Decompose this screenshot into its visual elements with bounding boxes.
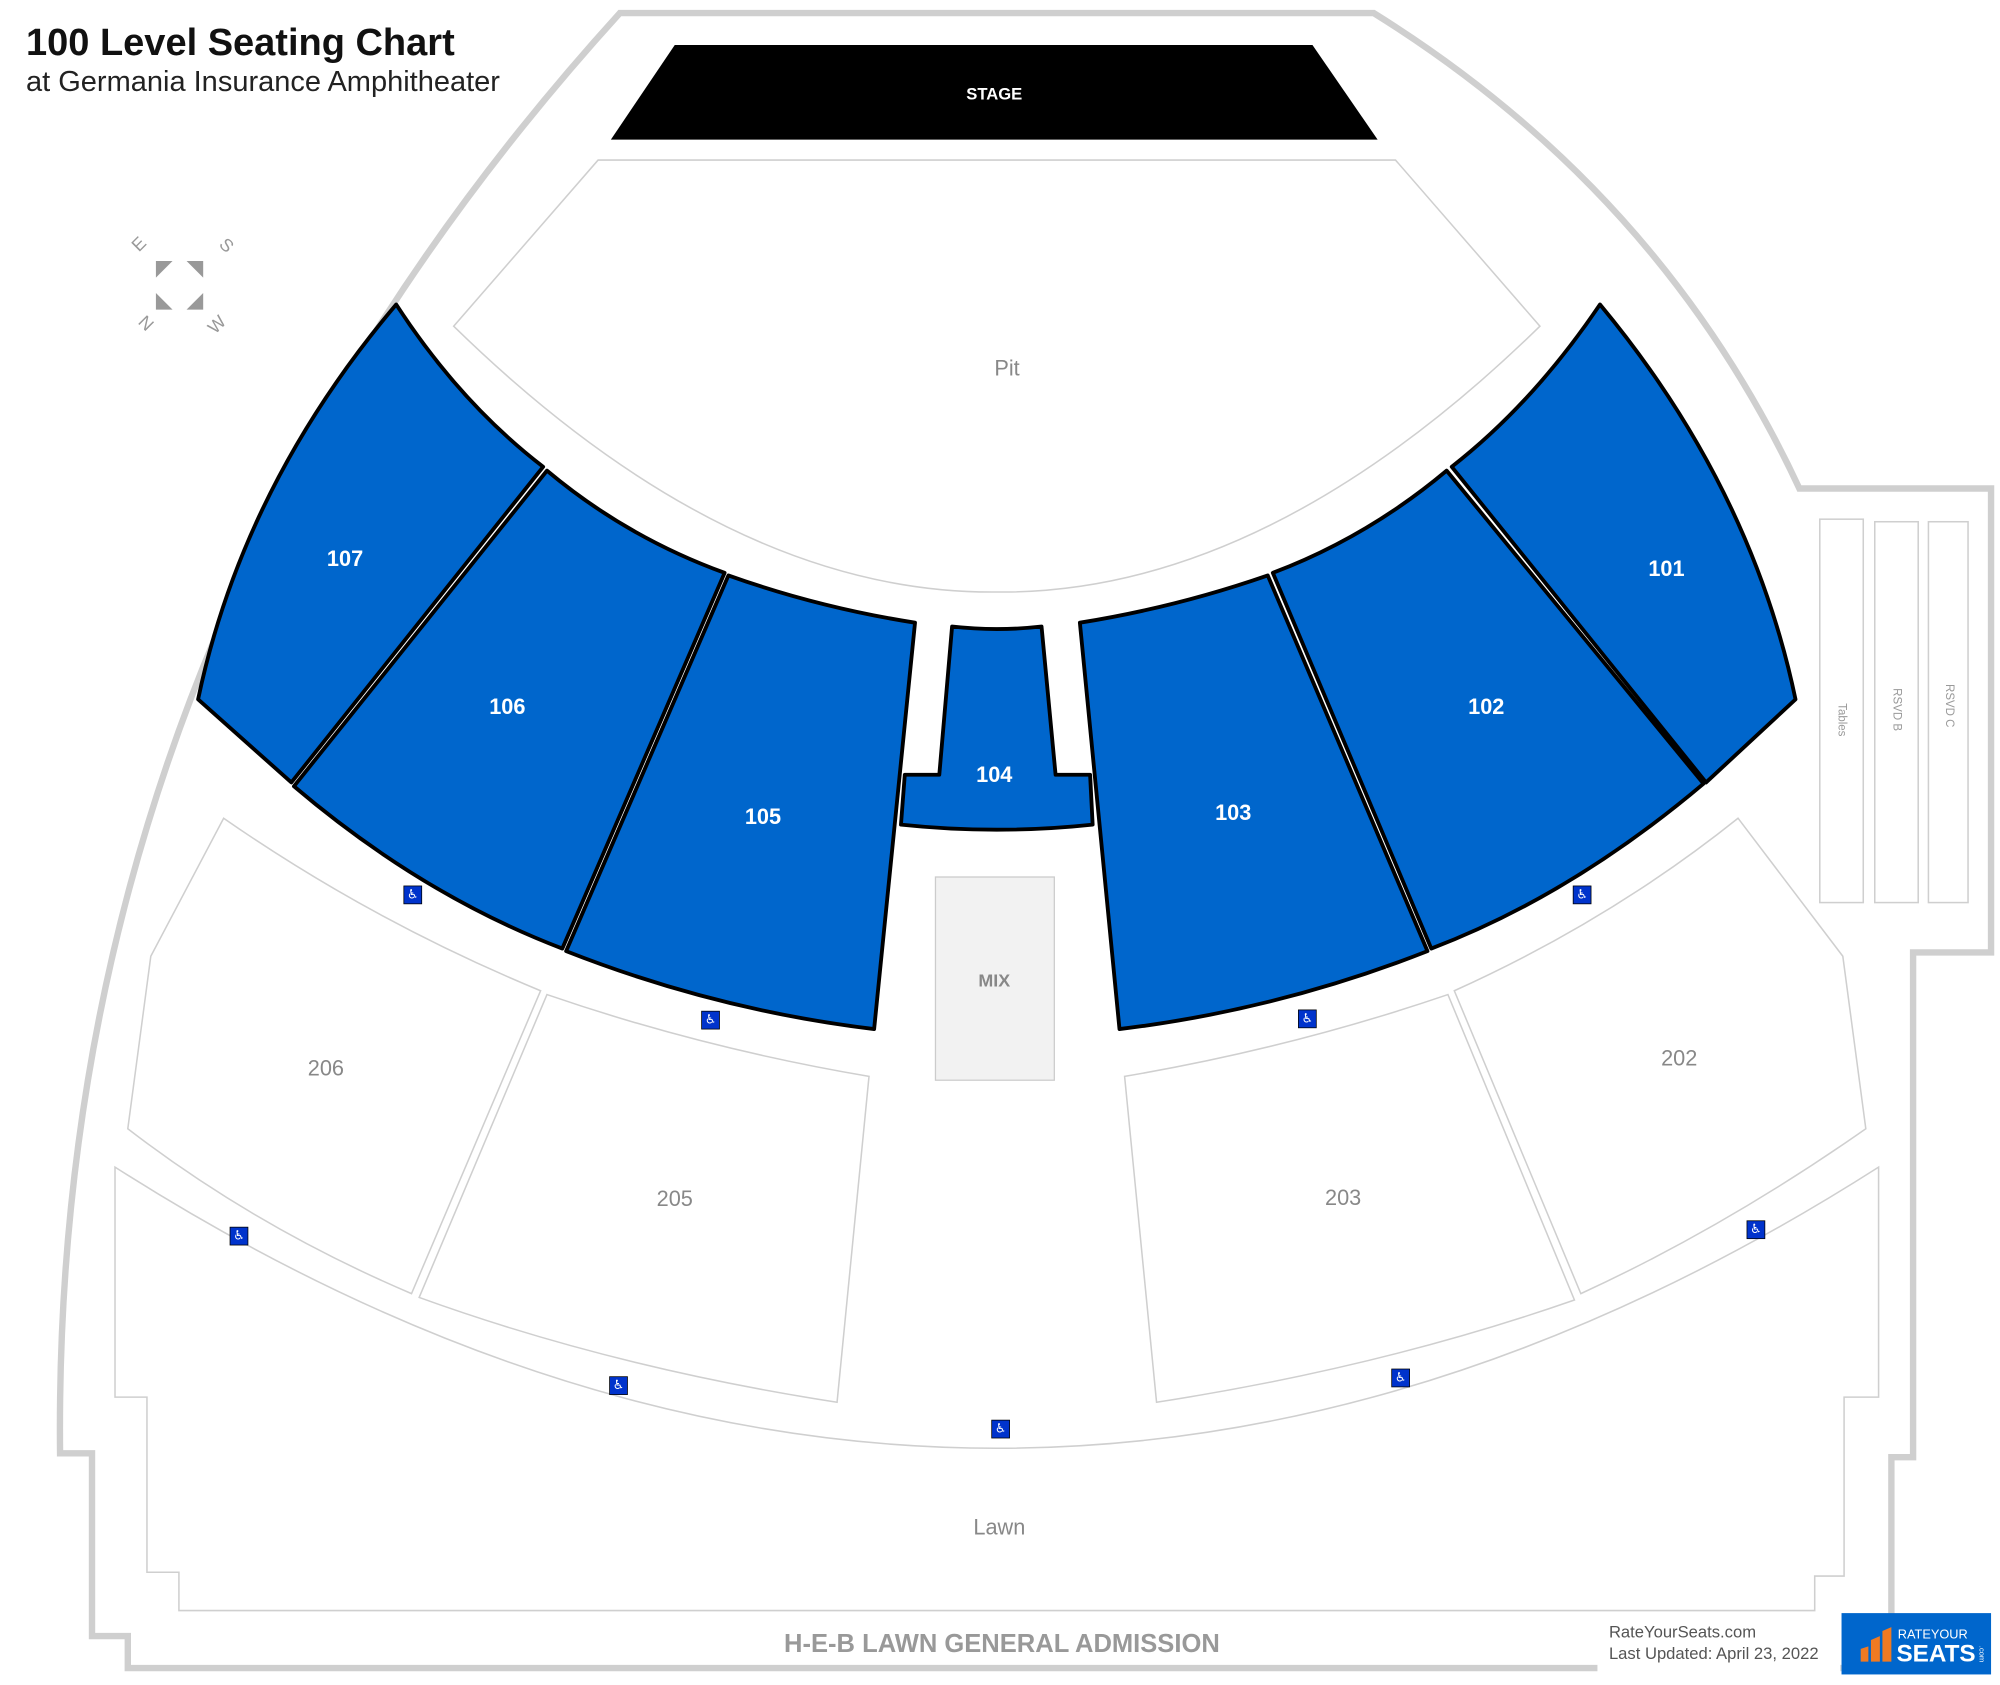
svg-text:♿: ♿ [705,1013,716,1028]
svg-text:RATEYOUR: RATEYOUR [1898,1627,1968,1642]
stage [610,45,1378,140]
svg-text:E: E [128,233,151,256]
svg-text:.com: .com [1978,1646,1987,1663]
section-105[interactable] [564,573,917,1031]
svg-text:♿: ♿ [233,1229,244,1244]
page-subtitle: at Germania Insurance Amphitheater [26,66,506,99]
mix-label: MIX [978,971,1010,991]
footer-site: RateYourSeats.com [1609,1622,1756,1641]
section-202-label: 202 [1661,1045,1697,1070]
section-105-label: 105 [745,804,781,829]
section-106[interactable] [292,468,727,951]
section-101-label: 101 [1648,556,1684,581]
svg-text:♿: ♿ [1750,1222,1761,1237]
area-tables[interactable] [1819,518,1865,904]
section-203-label: 203 [1325,1185,1361,1210]
mix-booth [934,876,1055,1081]
section-107[interactable] [196,302,546,785]
wheelchair-icon: ♿ [403,885,423,905]
section-103-label: 103 [1215,800,1251,825]
svg-text:♿: ♿ [613,1378,624,1393]
footer-updated: Last Updated: April 23, 2022 [1609,1644,1819,1663]
section-lawn[interactable] [114,1165,1880,1612]
svg-text:S: S [215,234,238,257]
svg-text:♿: ♿ [1302,1011,1313,1026]
lawn-banner: H-E-B LAWN GENERAL ADMISSION [784,1630,1220,1658]
section-102-label: 102 [1468,694,1504,719]
section-202[interactable] [1453,817,1867,1295]
wheelchair-icon: ♿ [1572,885,1592,905]
wheelchair-icon: ♿ [1746,1220,1766,1240]
section-205-label: 205 [657,1186,693,1211]
svg-text:♿: ♿ [407,887,418,902]
area-rsvd-b[interactable] [1873,520,1919,904]
section-205[interactable] [418,993,870,1404]
section-206-label: 206 [308,1056,344,1081]
wheelchair-icon: ♿ [1391,1368,1410,1388]
tables-label: Tables [1836,703,1848,736]
wheelchair-icon: ♿ [701,1010,720,1030]
pit-label: Pit [994,355,1019,380]
section-106-label: 106 [489,694,525,719]
section-104-label: 104 [976,762,1012,787]
area-rsvd-c[interactable] [1927,520,1969,904]
section-104[interactable] [899,624,1095,832]
stage-label: STAGE [966,84,1022,103]
svg-text:SEATS: SEATS [1896,1641,1975,1668]
section-103[interactable] [1077,573,1430,1031]
wheelchair-icon: ♿ [991,1419,1010,1439]
svg-text:♿: ♿ [995,1422,1006,1437]
compass-icon: E S N W [128,233,238,338]
rsvd-b-label: RSVD B [1890,688,1902,731]
lawn-label: Lawn [973,1514,1025,1539]
page-title: 100 Level Seating Chart [26,22,455,65]
section-203[interactable] [1123,993,1576,1404]
footer-panel [1597,1613,1841,1675]
svg-text:N: N [134,312,157,335]
section-206[interactable] [126,817,542,1295]
svg-text:♿: ♿ [1576,887,1587,902]
rateyourseats-logo[interactable]: RATEYOUR SEATS .com [1841,1613,1992,1675]
section-pit[interactable] [452,159,1541,593]
section-101[interactable] [1449,302,1798,785]
svg-text:W: W [204,311,230,337]
svg-text:♿: ♿ [1395,1370,1406,1385]
rsvd-c-label: RSVD C [1943,684,1955,727]
section-107-label: 107 [327,546,363,571]
wheelchair-icon: ♿ [609,1376,628,1395]
wheelchair-icon: ♿ [1298,1009,1317,1029]
wheelchair-icon: ♿ [229,1226,249,1246]
section-102[interactable] [1270,468,1706,951]
